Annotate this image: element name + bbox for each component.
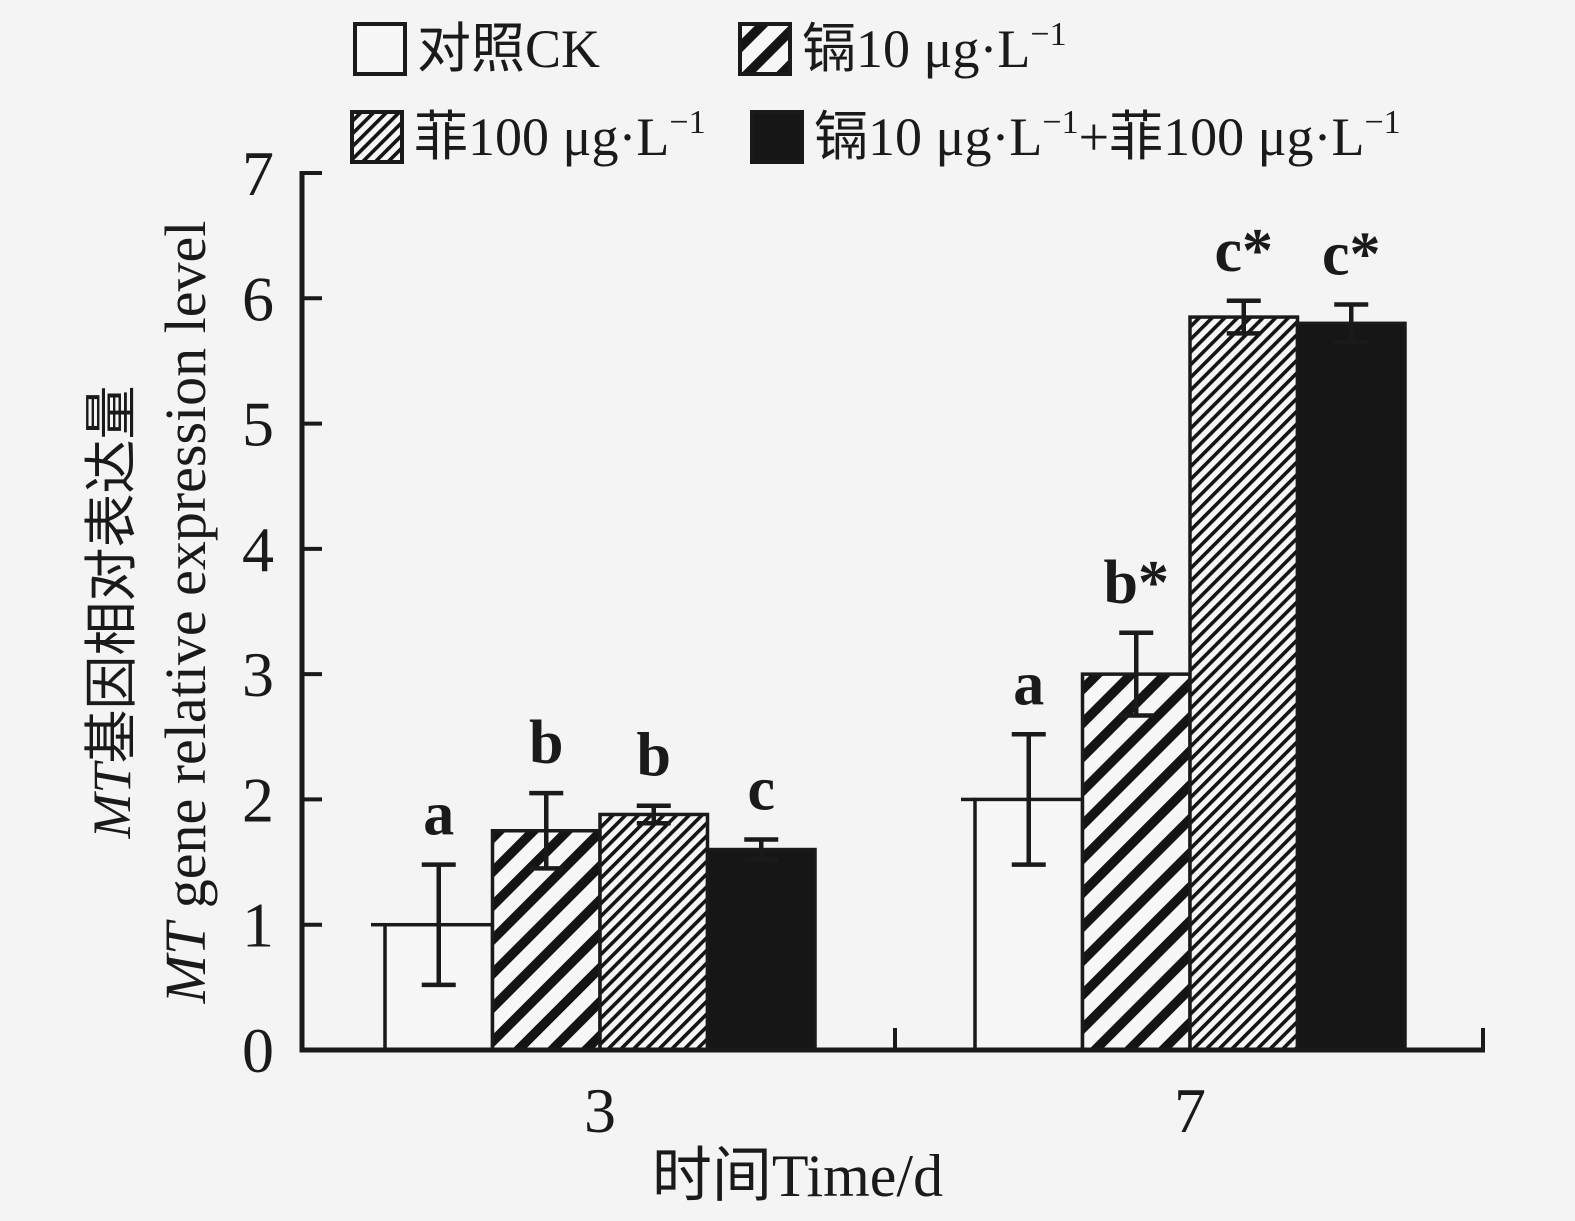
error-bar [1119,630,1154,718]
y-tick-label: 1 [242,890,274,961]
y-tick-label: 0 [242,1015,274,1086]
legend-item: 镉10 μg·L−1+菲100 μg·L−1 [750,104,1401,167]
bar-hatch-wide-day7 [1080,672,1192,1052]
y-tick-label: 5 [242,389,274,460]
error-bar [1226,298,1261,336]
bar-solid-black-day7 [1295,321,1407,1052]
bar-group-3: a b b c [371,709,817,1052]
x-tick-label: 7 [1174,1075,1206,1146]
sig-letter: b* [1104,549,1169,617]
sig-letter: c* [1322,221,1381,289]
bar-group-7: a b* c* c* [961,217,1407,1052]
bar-hatch-dense-day7 [1188,315,1300,1052]
legend: 对照CK 镉10 μg·L−1 菲100 μg·L−1 镉10 μg·L−1+菲100… [350,16,1401,167]
legend-label: 镉10 μg·L−1+菲100 μg·L−1 [814,104,1401,167]
legend-swatch-solid-black [750,110,804,164]
sig-letter: b [529,709,563,777]
y-axis-title-cn: MT基因相对表达量 [82,385,142,839]
error-bar [1011,732,1046,867]
y-tick-label: 2 [242,764,274,835]
legend-swatch-white [353,22,407,76]
sig-letter: c [747,756,775,824]
error-bar [529,790,564,871]
y-tick-label: 4 [242,514,274,585]
legend-label: 镉10 μg·L−1 [802,16,1067,79]
bar-solid-black-day3 [705,847,817,1052]
y-tick-label: 3 [242,639,274,710]
legend-label: 菲100 μg·L−1 [414,104,706,167]
error-bar [421,862,456,988]
error-bar [636,803,671,826]
sig-letter: a [1013,650,1044,718]
plot-area: a b b c a b* c* c* [371,217,1407,1052]
legend-item: 菲100 μg·L−1 [350,104,706,167]
legend-item: 镉10 μg·L−1 [738,16,1067,79]
bar-hatch-dense-day3 [598,812,710,1052]
axes: 0 1 2 3 4 5 6 7 3 7 [242,138,1485,1146]
legend-label: 对照CK [417,19,600,79]
legend-swatch-hatch-dense [350,110,404,164]
sig-letter: c* [1214,217,1273,285]
x-axis-title: 时间Time/d [652,1143,943,1209]
sig-letter: a [423,781,454,849]
x-tick-label: 3 [584,1075,616,1146]
y-tick-label: 7 [242,138,274,209]
error-bar [744,837,779,862]
legend-swatch-hatch-wide [738,22,792,76]
y-axis-title-en: MT gene relative expression level [153,221,218,1005]
sig-letter: b [637,722,671,790]
y-tick-label: 6 [242,263,274,334]
error-bar [1334,302,1369,345]
legend-item: 对照CK [353,19,600,79]
